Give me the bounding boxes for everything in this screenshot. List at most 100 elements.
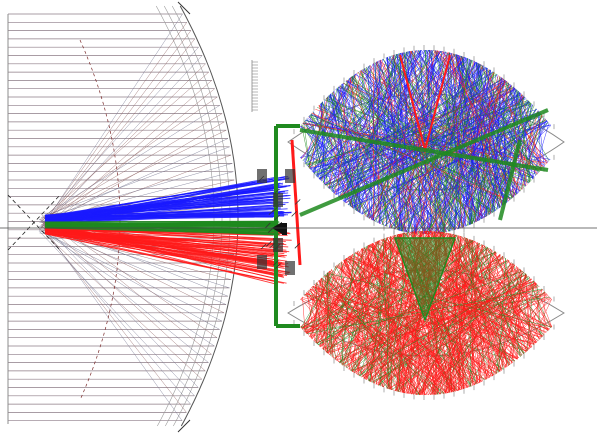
reflected-ray (43, 47, 199, 220)
relay-detail (294, 243, 301, 249)
dome-ray (374, 62, 501, 208)
reflected-ray (40, 218, 206, 372)
reflected-ray (44, 218, 212, 355)
dome-ray (350, 255, 461, 391)
relay-detail (258, 175, 265, 182)
reflected-ray (41, 96, 218, 222)
dome-ray (444, 242, 478, 394)
dome-ray (330, 54, 457, 190)
dome-ray (408, 51, 453, 231)
reflected-ray (40, 105, 220, 218)
reflected-ray (43, 55, 203, 228)
dome-ray (341, 50, 417, 200)
dome-ray (430, 283, 537, 396)
dome-ray (448, 233, 472, 387)
dome-ray (319, 63, 374, 180)
dome-ray (304, 253, 354, 332)
dome-ray (446, 295, 550, 394)
dome-ray (345, 258, 472, 387)
dome-ray (390, 236, 405, 394)
dome-ray (435, 99, 528, 234)
dome-ray (385, 50, 440, 227)
reflected-ray (44, 228, 183, 421)
dome-ray (435, 87, 515, 234)
dome-ray (422, 87, 515, 235)
dome-ray (405, 51, 431, 234)
dome-ray (429, 50, 459, 229)
dome-ray (318, 78, 504, 179)
reflected-ray (40, 230, 223, 322)
dome-ray (306, 292, 455, 392)
axis-stop (282, 223, 287, 235)
dome-ray (507, 259, 544, 336)
dome-ray (362, 248, 457, 392)
dome-ray (362, 81, 507, 215)
dome-ray (389, 72, 495, 228)
reflected-ray (41, 230, 220, 330)
dome-ray (320, 51, 408, 181)
relay-detail (275, 263, 281, 269)
dome-ray (491, 82, 509, 213)
dome-ray (321, 49, 425, 182)
dome-ray (302, 64, 371, 161)
relay-detail (294, 199, 301, 205)
dome-ray (324, 80, 506, 185)
dome-ray (329, 270, 475, 385)
dome-ray (342, 57, 466, 201)
green-axial-fan (44, 220, 280, 236)
dome-ray (335, 54, 395, 195)
dome-ray (378, 240, 435, 395)
dome-ray (397, 53, 472, 225)
reflected-ray (40, 30, 192, 229)
reflected-ray (41, 138, 229, 223)
dome-ray (455, 234, 525, 354)
reflected-ray (44, 230, 187, 413)
green-band (498, 139, 522, 221)
dome-ray (451, 53, 467, 227)
dome-ray (341, 83, 354, 209)
dome-ray (331, 269, 375, 384)
dome-ray (345, 80, 393, 229)
dome-ray (450, 233, 507, 368)
dome-ray (304, 278, 322, 333)
dome-ray (487, 248, 491, 379)
blue-ray (44, 199, 275, 221)
relay-lens-element (257, 255, 267, 269)
dome-ray (458, 69, 491, 229)
dome-ray (495, 273, 526, 375)
dome-ray (513, 87, 536, 177)
blue-ray (44, 216, 279, 221)
dome-ray (326, 97, 446, 233)
dome-ray (499, 254, 518, 360)
dome-ray (312, 80, 506, 173)
dome-ray (469, 240, 473, 387)
reflected-ray (42, 227, 209, 363)
dome-ray (428, 60, 473, 235)
dome-ray (345, 258, 374, 384)
relay-detail (266, 241, 272, 247)
dome-ray (382, 58, 509, 202)
dome-ray (316, 234, 399, 345)
green-ray (44, 223, 278, 228)
dome-ray (325, 274, 486, 381)
dome-ray (331, 74, 356, 192)
dome-ray (468, 274, 527, 388)
dome-ray (337, 87, 357, 211)
relay-lens-element (285, 261, 295, 275)
dome-ray (351, 254, 516, 362)
red-ray (44, 233, 287, 284)
dome-ray (353, 278, 532, 373)
relay-detail (265, 222, 271, 229)
dome-ray (319, 279, 343, 366)
dome-ray (525, 273, 531, 349)
dome-ray (393, 120, 548, 230)
reflected-ray (39, 231, 195, 396)
dome-ray (313, 67, 488, 173)
dome-ray (372, 63, 407, 233)
dome-ray (311, 112, 510, 201)
dome-ray (333, 91, 375, 222)
relay-lens-element (273, 193, 283, 207)
dome-ray (521, 114, 543, 190)
dome-ray (302, 265, 337, 330)
